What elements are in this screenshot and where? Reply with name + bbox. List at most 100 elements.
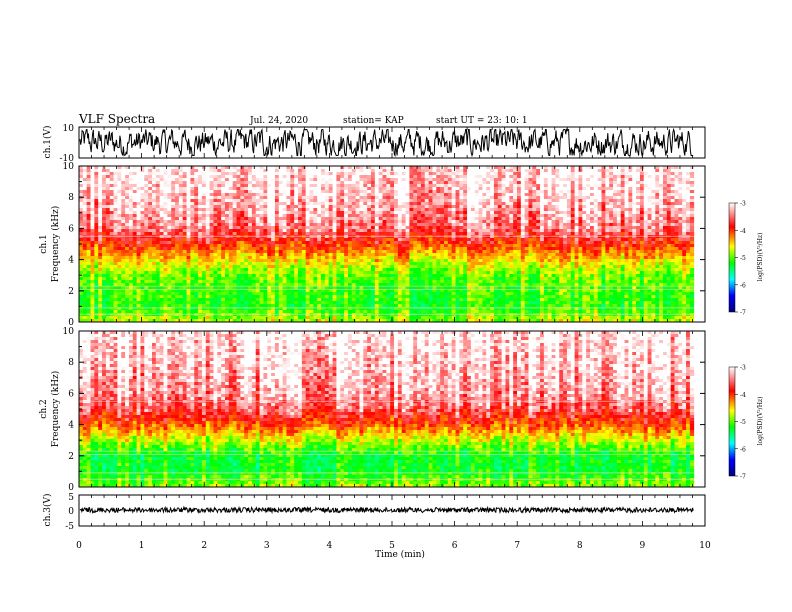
spectrogram-cell [355, 184, 360, 188]
spectrogram-cell [413, 217, 418, 221]
spectrogram-cell [190, 265, 195, 269]
spectrogram-cell [140, 184, 145, 188]
spectrogram-cell [152, 274, 157, 278]
spectrogram-cell [217, 244, 222, 248]
spectrogram-cell [274, 259, 280, 263]
spectrogram-cell [290, 265, 295, 269]
spectrogram-cell [355, 262, 360, 266]
spectrogram-cell [424, 211, 430, 215]
spectrogram-cell [378, 217, 383, 221]
spectrogram-cell [244, 202, 249, 206]
spectrogram-cell [328, 178, 333, 182]
spectrogram-cell [232, 229, 237, 233]
spectrogram-cell [347, 268, 353, 272]
spectrogram-cell [244, 214, 249, 218]
spectrogram-cell [90, 175, 95, 179]
spectrogram-cell [163, 166, 168, 170]
spectrogram-cell [144, 310, 149, 314]
spectrogram-cell [113, 220, 118, 224]
spectrogram-cell [79, 202, 84, 206]
spectrogram-cell [386, 244, 391, 248]
spectrogram-cell [382, 205, 387, 209]
spectrogram-cell [371, 307, 376, 311]
spectrogram-cell [409, 319, 414, 323]
spectrogram-cell [190, 217, 195, 221]
spectrogram-cell [409, 202, 414, 206]
spectrogram-cell [171, 244, 176, 248]
spectrogram-cell [236, 175, 241, 179]
spectrogram-cell [298, 229, 303, 233]
spectrogram-cell [148, 187, 153, 191]
spectrogram-cell [248, 211, 253, 215]
spectrogram-cell [440, 286, 445, 290]
spectrogram-cell [282, 205, 287, 209]
spectrogram-cell [394, 169, 399, 173]
spectrogram-cell [140, 238, 145, 242]
spectrogram-cell [105, 196, 111, 200]
spectrogram-cell [217, 310, 222, 314]
spectrogram-cell [340, 262, 345, 266]
spectrogram-cell [436, 247, 441, 251]
spectrogram-cell [171, 187, 176, 191]
spectrogram-cell [440, 229, 445, 233]
spectrogram-cell [225, 295, 230, 299]
spectrogram-cell [309, 277, 314, 281]
spectrogram-cell [213, 190, 218, 194]
spectrogram-cell [102, 316, 107, 320]
spectrogram-cell [102, 241, 107, 245]
spectrogram-cell [221, 193, 226, 197]
spectrogram-cell [432, 175, 437, 179]
spectrogram-cell [413, 211, 418, 215]
spectrogram-cell [271, 193, 276, 197]
spectrogram-cell [125, 202, 130, 206]
spectrogram-cell [267, 196, 272, 200]
spectrogram-cell [409, 166, 414, 170]
spectrogram-cell [359, 211, 364, 215]
spectrogram-cell [359, 286, 364, 290]
spectrogram-cell [340, 217, 345, 221]
spectrogram-cell [440, 238, 445, 242]
spectrogram-cell [155, 307, 161, 311]
spectrogram-cell [255, 253, 260, 257]
spectrogram-cell [205, 253, 211, 257]
spectrogram-cell [294, 226, 299, 230]
spectrogram-cell [186, 226, 191, 230]
spectrogram-cell [98, 271, 103, 275]
spectrogram-cell [79, 268, 84, 272]
spectrogram-cell [278, 166, 284, 170]
spectrogram-cell [347, 280, 353, 284]
spectrogram-cell [428, 271, 433, 275]
spectrogram-cell [394, 313, 399, 317]
spectrogram-cell [121, 286, 126, 290]
spectrogram-cell [440, 181, 445, 185]
spectrogram-cell [201, 304, 207, 308]
spectrogram-cell [109, 193, 114, 197]
spectrogram-cell [444, 208, 449, 212]
spectrogram-cell [336, 235, 341, 239]
spectrogram-cell [355, 253, 360, 257]
spectrogram-cell [417, 208, 422, 212]
spectrogram-cell [132, 190, 138, 194]
spectrogram-cell [390, 301, 395, 305]
spectrogram-cell [367, 283, 372, 287]
spectrogram-cell [394, 205, 399, 209]
spectrogram-cell [301, 265, 307, 269]
spectrogram-cell [125, 169, 130, 173]
spectrogram-cell [321, 268, 326, 272]
spectrogram-cell [194, 172, 199, 176]
spectrogram-cell [90, 280, 95, 284]
spectrogram-cell [332, 253, 337, 257]
spectrogram-cell [313, 301, 318, 305]
spectrogram-cell [167, 232, 172, 236]
spectrogram-cell [359, 190, 364, 194]
spectrogram-cell [244, 184, 249, 188]
spectrogram-cell [117, 223, 122, 227]
spectrogram-cell [213, 277, 218, 281]
spectrogram-cell [175, 262, 180, 266]
spectrogram-cell [347, 190, 353, 194]
spectrogram-cell [424, 202, 430, 206]
spectrogram-cell [301, 292, 307, 296]
spectrogram-cell [351, 280, 357, 284]
spectrogram-cell [401, 265, 406, 269]
spectrogram-cell [444, 169, 449, 173]
